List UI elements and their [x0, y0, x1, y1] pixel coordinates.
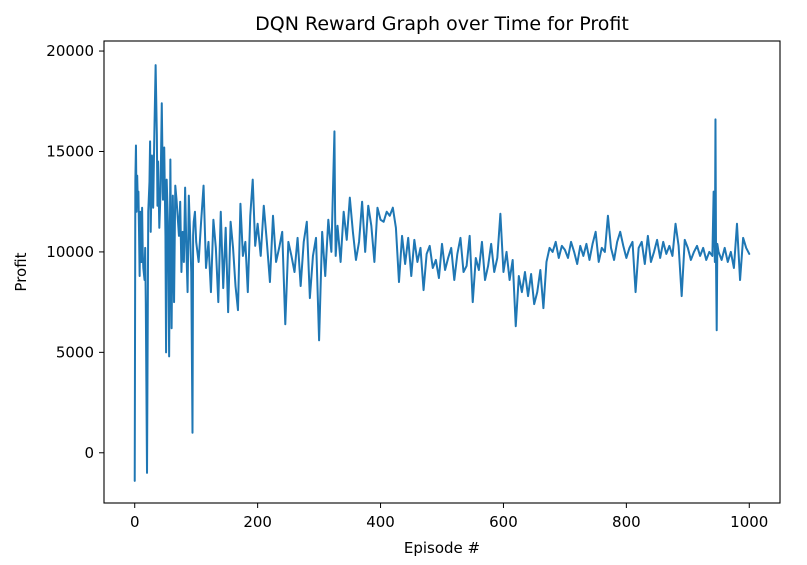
- y-tick-label: 20000: [46, 42, 94, 60]
- x-tick-label: 200: [243, 513, 272, 531]
- x-tick-label: 1000: [730, 513, 768, 531]
- x-tick-label: 600: [489, 513, 518, 531]
- x-axis-ticks: 0 200 400 600 800 1000: [130, 503, 768, 531]
- chart-title: DQN Reward Graph over Time for Profit: [255, 13, 629, 35]
- x-tick-label: 400: [366, 513, 395, 531]
- series-line: [133, 64, 751, 482]
- y-tick-label: 0: [84, 444, 94, 462]
- y-tick-label: 15000: [46, 142, 94, 160]
- y-axis-ticks: 0 5000 10000 15000 20000: [46, 42, 104, 462]
- x-tick-label: 800: [612, 513, 641, 531]
- plot-area: [133, 64, 751, 482]
- x-axis-label: Episode #: [404, 539, 480, 557]
- y-axis-label: Profit: [12, 252, 30, 291]
- x-tick-label: 0: [130, 513, 140, 531]
- y-tick-label: 5000: [56, 343, 94, 361]
- axes-frame: [103, 40, 781, 504]
- y-tick-label: 10000: [46, 243, 94, 261]
